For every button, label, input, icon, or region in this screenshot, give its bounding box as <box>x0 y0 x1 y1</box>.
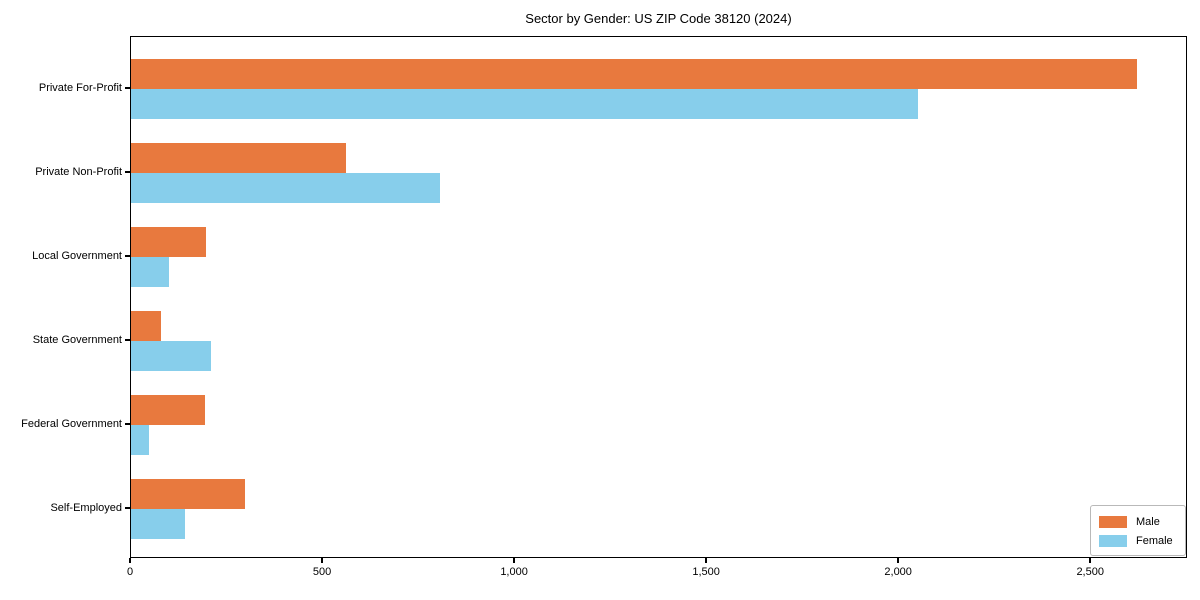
x-tick-mark <box>129 558 131 563</box>
legend-label-female: Female <box>1136 534 1173 547</box>
x-tick-label-3: 1,500 <box>692 566 720 578</box>
category-label-0: Private For-Profit <box>38 82 122 94</box>
y-tick-mark <box>125 87 130 89</box>
bar-male-0 <box>131 59 1138 89</box>
bar-male-1 <box>131 143 347 173</box>
category-label-1: Private Non-Profit <box>35 166 122 178</box>
category-label-2: Local Government <box>32 250 122 262</box>
bar-male-2 <box>131 227 206 257</box>
x-tick-mark <box>705 558 707 563</box>
legend: Male Female <box>1090 505 1186 556</box>
bar-female-1 <box>131 173 441 203</box>
bar-female-3 <box>131 341 211 371</box>
legend-label-male: Male <box>1136 515 1160 528</box>
y-tick-mark <box>125 339 130 341</box>
male-series-swatch-icon <box>1099 515 1127 528</box>
chart-title: Sector by Gender: US ZIP Code 38120 (202… <box>525 11 792 26</box>
legend-item-male: Male <box>1099 512 1177 531</box>
category-label-4: Federal Government <box>21 418 122 430</box>
category-label-3: State Government <box>32 334 122 346</box>
x-tick-label-0: 0 <box>126 566 134 578</box>
bar-male-3 <box>131 311 161 341</box>
y-tick-mark <box>125 507 130 509</box>
y-tick-mark <box>125 171 130 173</box>
x-tick-mark <box>1089 558 1091 563</box>
x-tick-label-5: 2,500 <box>1076 566 1104 578</box>
x-tick-mark <box>897 558 899 563</box>
bar-female-2 <box>131 257 170 287</box>
bar-female-0 <box>131 89 919 119</box>
category-label-5: Self-Employed <box>50 502 122 514</box>
bar-female-4 <box>131 425 149 455</box>
x-tick-label-2: 1,000 <box>500 566 528 578</box>
x-tick-label-1: 500 <box>312 566 332 578</box>
x-tick-mark <box>513 558 515 563</box>
legend-item-female: Female <box>1099 531 1177 550</box>
bar-male-4 <box>131 395 205 425</box>
bar-male-5 <box>131 479 246 509</box>
y-tick-mark <box>125 423 130 425</box>
plot-area <box>130 36 1187 558</box>
x-tick-mark <box>321 558 323 563</box>
bar-female-5 <box>131 509 185 539</box>
female-series-swatch-icon <box>1099 534 1127 547</box>
y-tick-mark <box>125 255 130 257</box>
x-tick-label-4: 2,000 <box>884 566 912 578</box>
